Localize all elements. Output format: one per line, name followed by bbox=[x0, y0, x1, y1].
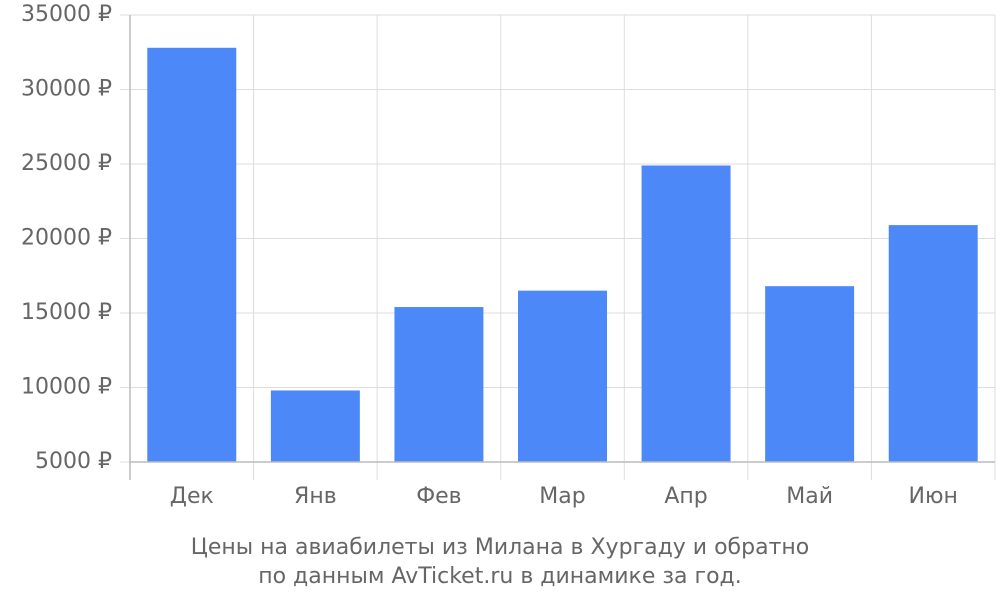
bar bbox=[394, 307, 484, 462]
chart-title: Цены на авиабилеты из Милана в Хургаду и… bbox=[191, 535, 809, 560]
bar bbox=[641, 165, 731, 463]
y-tick-label: 5000 ₽ bbox=[35, 449, 112, 474]
y-tick-label: 30000 ₽ bbox=[21, 77, 112, 102]
x-tick-label: Апр bbox=[664, 484, 707, 509]
bar bbox=[765, 286, 855, 462]
x-tick-label: Май bbox=[786, 484, 833, 509]
y-tick-label: 15000 ₽ bbox=[21, 300, 112, 325]
bar bbox=[518, 290, 607, 462]
x-tick-label: Янв bbox=[294, 484, 337, 509]
bar bbox=[147, 47, 237, 462]
x-tick-label: Июн bbox=[909, 484, 958, 509]
y-tick-label: 35000 ₽ bbox=[21, 2, 112, 27]
y-tick-label: 20000 ₽ bbox=[21, 226, 112, 251]
y-tick-label: 25000 ₽ bbox=[21, 151, 112, 176]
bar bbox=[270, 390, 360, 462]
x-tick-label: Мар bbox=[539, 484, 585, 509]
bar bbox=[888, 225, 978, 462]
chart-subtitle: по данным AvTicket.ru в динамике за год. bbox=[258, 564, 742, 589]
x-tick-label: Дек bbox=[170, 484, 214, 509]
y-tick-label: 10000 ₽ bbox=[21, 375, 112, 400]
x-tick-label: Фев bbox=[416, 484, 461, 509]
